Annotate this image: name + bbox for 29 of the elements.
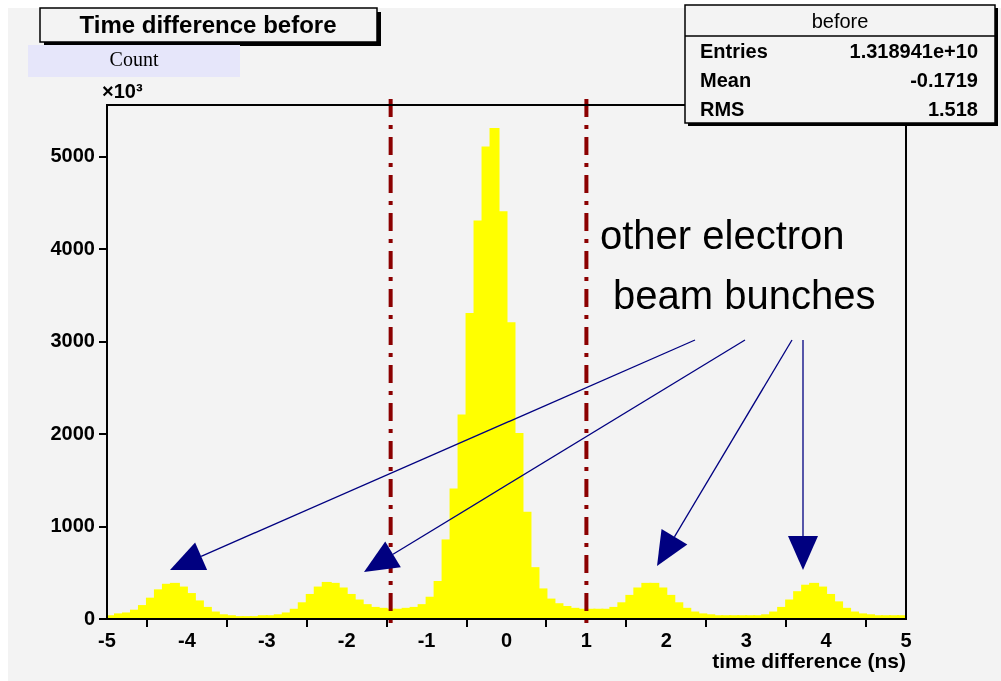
- x-tick-label: -3: [257, 628, 276, 651]
- text: 1.518: [927, 97, 978, 120]
- y-axis-title: Count: [109, 48, 159, 71]
- x-tick-label: 2: [660, 628, 672, 651]
- text: Mean: [700, 68, 752, 91]
- text: ×10³: [102, 79, 143, 102]
- y-tick-label: 1000: [50, 514, 95, 537]
- y-tick-label: 4000: [50, 236, 95, 259]
- annotation: RMS: [700, 97, 745, 120]
- y-tick-label: 5000: [50, 144, 95, 167]
- annotation: other electron beam bunches: [600, 213, 876, 318]
- y-tick-label: 2000: [50, 421, 95, 444]
- x-tick-label: 0: [500, 628, 513, 651]
- x-tick-label: 1: [580, 628, 592, 651]
- x-tick-label: -1: [417, 628, 436, 651]
- text: Entries: [700, 39, 768, 62]
- text: before: [811, 9, 869, 32]
- x-tick-label: 4: [820, 628, 833, 651]
- y-tick-label: 0: [83, 606, 95, 629]
- text: -0.1719: [910, 68, 978, 91]
- y-tick-label: 3000: [50, 329, 95, 352]
- x-tick-label: 5: [900, 628, 912, 651]
- x-tick-label: -2: [337, 628, 356, 651]
- x-tick-label: -5: [98, 628, 116, 651]
- chart-title: Time difference before: [79, 10, 337, 38]
- x-tick-label: -4: [178, 628, 197, 651]
- x-axis-title: time difference (ns): [712, 648, 906, 672]
- text: 1.318941e+10: [849, 39, 978, 62]
- x-tick-label: 3: [740, 628, 752, 651]
